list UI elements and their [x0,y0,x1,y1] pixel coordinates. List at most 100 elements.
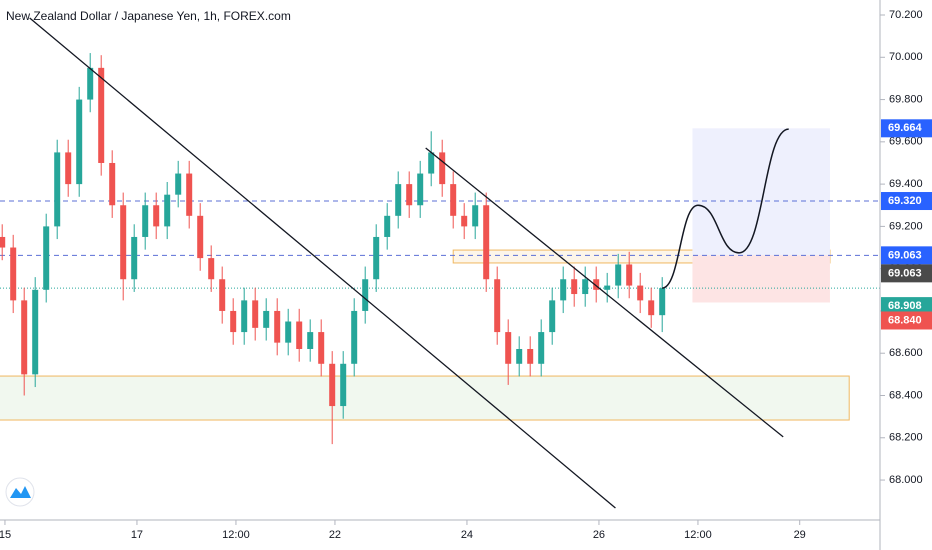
x-tick-label: 12:00 [684,529,712,541]
price-label: 69.664 [888,122,923,134]
candle-body [340,363,347,407]
x-tick-label: 26 [593,529,605,541]
price-label-bg [881,311,932,330]
price-label-bg [881,297,932,316]
candle-body [582,279,589,295]
x-tick-label: 15 [0,529,11,541]
candle-body [65,152,72,185]
candle-body [164,194,171,227]
candle-body [142,205,149,237]
projection-curve [661,128,789,289]
candle-body [54,152,61,227]
candle-body [604,285,611,290]
x-tick-label: 24 [461,529,473,541]
price-label: 68.840 [888,314,922,326]
price-label: 69.063 [888,267,922,279]
y-tick-label: 68.000 [889,474,923,486]
candle-body [109,162,116,206]
y-tick-label: 70.000 [889,51,923,63]
price-label: 69.320 [888,195,922,207]
candle-body [505,332,512,364]
price-label-bg [881,264,932,283]
candle-body [406,184,413,206]
candle-body [417,173,424,206]
candle-body [571,279,578,295]
candle-body [351,310,358,364]
candle-body [483,205,490,280]
candle-body [472,205,479,227]
candle-body [428,152,435,174]
trendline [425,147,784,438]
candle-body [395,184,402,216]
candle-body [516,348,523,364]
candle-body [32,289,39,375]
candle-body [373,236,380,280]
candle-body [593,279,600,290]
candle-body [21,300,28,375]
candle-body [659,288,666,316]
candle-body [637,285,644,301]
price-label-bg [881,246,932,265]
candle-body [219,279,226,311]
candle-body [285,321,292,343]
candle-body [538,332,545,364]
plot-area [0,17,880,509]
candle-body [120,205,127,280]
y-tick-label: 68.400 [889,389,923,401]
candle-body [494,279,501,333]
candle-body [87,67,94,100]
candle-body [439,152,446,185]
candle-body [131,236,138,280]
candle-body [296,321,303,349]
price-label: 69.063 [888,249,922,261]
y-tick-label: 69.600 [889,136,923,148]
candle-body [263,310,270,328]
candle-body [274,310,281,343]
y-tick-label: 68.600 [889,347,923,359]
candle-body [307,332,314,349]
candle-body [329,363,336,407]
y-tick-label: 69.800 [889,93,923,105]
trendline [29,17,616,509]
x-tick-label: 29 [794,529,806,541]
candle-body [362,279,369,311]
candle-body [10,247,17,301]
candle-body [560,279,567,301]
candle-body [197,215,204,259]
position-target [692,128,830,256]
price-label-bg [881,192,932,211]
y-tick-label: 70.200 [889,9,923,21]
price-label-bg [881,119,932,138]
zone [0,375,850,421]
candle-body [648,300,655,316]
y-tick-label: 69.200 [889,220,923,232]
x-tick-label: 12:00 [222,529,250,541]
candle-body [98,67,105,163]
candle-body [43,226,50,290]
candle-body [208,258,215,280]
candle-body [527,348,534,364]
candle-body [626,264,633,286]
candle-body [450,184,457,216]
candle-body [549,300,556,333]
position-stop [692,255,830,303]
candle-body [153,205,160,227]
candle-body [461,215,468,227]
candle-body [318,332,325,364]
candle-body [175,173,182,195]
x-tick-label: 17 [131,529,143,541]
candle-body [252,300,259,328]
candle-body [0,236,6,248]
price-label: 68.908 [888,300,922,312]
x-tick-label: 22 [329,529,341,541]
logo [5,477,35,507]
candle-body [230,310,237,333]
candle-body [615,264,622,286]
chart-title: New Zealand Dollar / Japanese Yen, 1h, F… [6,9,291,23]
candle-body [76,99,83,185]
y-tick-label: 69.400 [889,178,923,190]
candle-body [241,300,248,333]
candle-body [186,173,193,216]
candle-body [384,215,391,237]
